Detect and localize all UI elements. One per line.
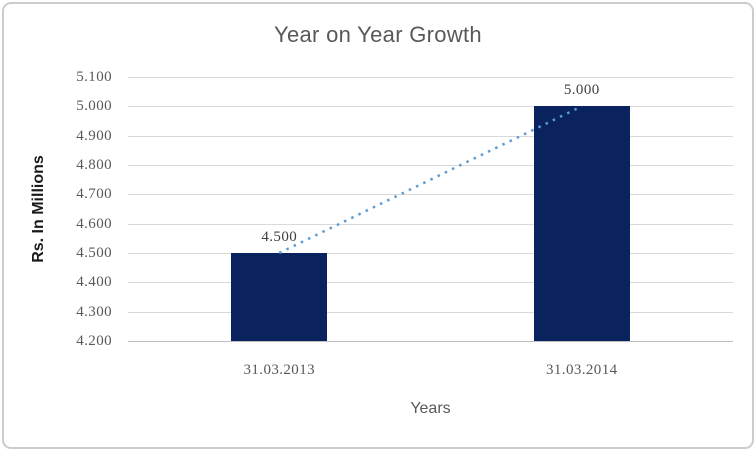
- y-tick-label: 5.100: [76, 69, 112, 85]
- x-category-label: 31.03.2013: [243, 362, 315, 378]
- bar-31.03.2013: [231, 253, 328, 341]
- y-tick-label: 4.200: [76, 333, 112, 349]
- y-tick-label: 4.400: [76, 274, 112, 291]
- gridline: [128, 253, 733, 254]
- gridline: [128, 223, 733, 225]
- bar-data-label: 4.500: [261, 229, 298, 245]
- y-tick-label: 4.300: [76, 303, 112, 320]
- y-tick-label: 5.000: [76, 98, 112, 115]
- gridline: [128, 135, 733, 137]
- y-tick-label: 4.600: [76, 215, 112, 232]
- bar-31.03.2014: [533, 106, 630, 341]
- gridline: [128, 77, 733, 78]
- gridline: [128, 165, 733, 166]
- y-tick-label: 4.800: [76, 157, 112, 173]
- y-tick-label: 4.900: [76, 127, 112, 144]
- gridline: [128, 341, 733, 342]
- gridline: [128, 311, 733, 313]
- x-axis-title: Years: [410, 400, 451, 417]
- chart-title: Year on Year Growth: [274, 22, 482, 47]
- y-tick-label: 4.700: [76, 186, 112, 203]
- gridline: [128, 282, 733, 284]
- gridline: [128, 194, 733, 196]
- bar-data-label: 5.000: [563, 82, 600, 99]
- trendline: [278, 105, 583, 255]
- gridline: [128, 106, 733, 108]
- y-tick-label: 4.500: [76, 245, 112, 261]
- x-category-label: 31.03.2014: [546, 362, 618, 378]
